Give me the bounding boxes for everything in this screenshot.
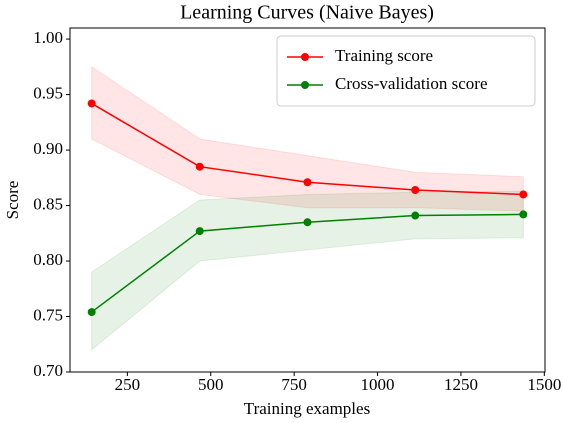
legend-box: [276, 35, 536, 107]
data-point: [411, 186, 420, 195]
data-point: [195, 227, 204, 236]
y-tick-label: 0.80: [33, 250, 63, 269]
y-tick-label: 0.90: [33, 139, 63, 158]
data-point: [195, 162, 204, 171]
data-point: [303, 218, 312, 227]
data-point: [411, 211, 420, 220]
legend-marker: [301, 53, 309, 61]
data-point: [303, 178, 312, 187]
x-tick-label: 750: [281, 375, 307, 394]
y-tick-label: 0.95: [33, 83, 63, 102]
legend-label: Cross-validation score: [335, 74, 488, 93]
y-tick-label: 0.75: [33, 305, 63, 324]
data-point: [87, 308, 96, 317]
legend-label: Training score: [335, 46, 433, 65]
x-tick-label: 500: [198, 375, 224, 394]
plot-frame: [69, 27, 546, 373]
chart-title: Learning Curves (Naive Bayes): [180, 2, 434, 24]
x-axis-label: Training examples: [244, 399, 370, 418]
data-point: [87, 99, 96, 108]
x-tick-label: 1500: [527, 375, 561, 394]
y-tick-label: 0.70: [33, 361, 63, 380]
y-tick-label: 1.00: [33, 28, 63, 47]
x-tick-label: 250: [115, 375, 141, 394]
y-tick-label: 0.85: [33, 194, 63, 213]
x-tick-label: 1000: [361, 375, 395, 394]
legend-marker: [301, 81, 309, 89]
x-tick-label: 1250: [444, 375, 478, 394]
data-point: [519, 190, 528, 199]
y-axis-label: Score: [3, 181, 22, 220]
data-point: [519, 210, 528, 219]
